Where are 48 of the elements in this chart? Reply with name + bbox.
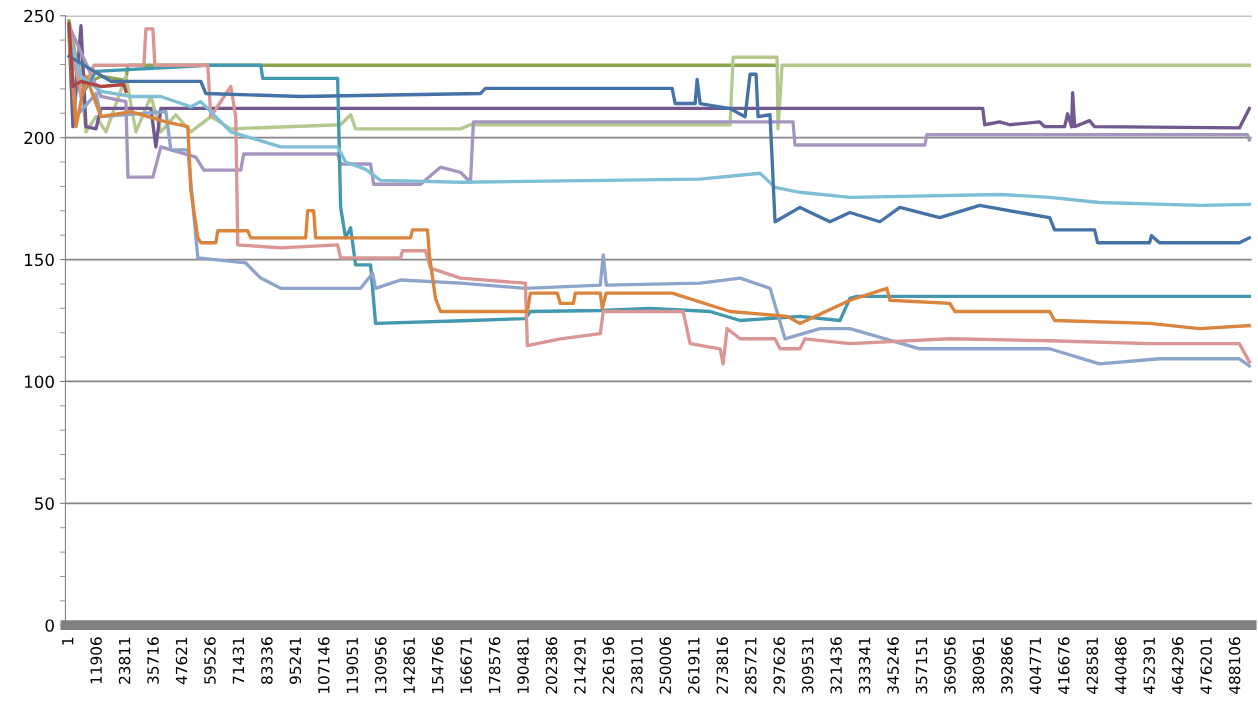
x-tick-label: 214291 — [574, 637, 586, 694]
y-tick-label: 250 — [24, 9, 54, 23]
x-tick-label: 404771 — [1029, 637, 1042, 694]
x-tick-label: 107146 — [318, 637, 330, 693]
x-tick-label: 71431 — [232, 637, 245, 684]
y-tick-label: 150 — [25, 253, 54, 267]
x-tick-label: 297626 — [773, 637, 785, 694]
x-tick-label: 238101 — [631, 637, 643, 694]
x-tick-label: 273816 — [716, 637, 729, 694]
x-tick-label: 261911 — [688, 637, 700, 694]
y-tick-label: 50 — [35, 497, 54, 510]
x-tick-label: 190481 — [517, 637, 529, 693]
x-tick-label: 250006 — [659, 637, 672, 694]
x-tick-label: 1 — [62, 637, 74, 645]
x-tick-label: 130956 — [374, 637, 387, 693]
x-tick-label: 154766 — [431, 637, 444, 693]
x-tick-label: 476201 — [1200, 637, 1212, 694]
x-tick-label: 416676 — [1058, 637, 1070, 694]
x-tick-label: 285721 — [744, 637, 757, 694]
x-tick-label: 23811 — [118, 637, 131, 684]
x-tick-label: 59526 — [204, 637, 216, 684]
x-tick-label: 428581 — [1086, 637, 1099, 694]
x-tick-label: 488106 — [1228, 637, 1241, 694]
x-tick-label: 369056 — [944, 637, 956, 694]
x-tick-label: 357151 — [915, 637, 928, 694]
x-tick-label: 47621 — [175, 637, 188, 685]
y-tick-label: 100 — [25, 375, 54, 389]
x-tick-label: 392866 — [1001, 637, 1013, 694]
x-tick-label: 35716 — [147, 637, 159, 684]
x-tick-label: 464296 — [1171, 637, 1184, 694]
x-tick-label: 345246 — [887, 637, 899, 694]
x-tick-label: 333341 — [858, 637, 871, 694]
x-tick-label: 452391 — [1143, 637, 1155, 694]
x-tick-label: 202386 — [545, 637, 558, 694]
y-tick-label: 200 — [24, 131, 54, 145]
y-tick-label: 0 — [45, 619, 54, 632]
x-tick-label: 11906 — [90, 637, 102, 684]
x-tick-label: 226196 — [602, 637, 615, 694]
x-tick-label: 440486 — [1114, 637, 1127, 694]
x-tick-label: 321436 — [830, 637, 842, 694]
x-tick-label: 178576 — [488, 637, 501, 693]
x-tick-label: 95241 — [289, 637, 302, 684]
x-tick-label: 309531 — [801, 637, 814, 694]
x-tick-label: 83336 — [261, 637, 273, 684]
x-tick-label: 119051 — [346, 637, 359, 693]
x-tick-label: 142861 — [403, 637, 415, 693]
x-tick-label: 166671 — [460, 637, 472, 693]
x-tick-label: 380961 — [972, 637, 985, 694]
